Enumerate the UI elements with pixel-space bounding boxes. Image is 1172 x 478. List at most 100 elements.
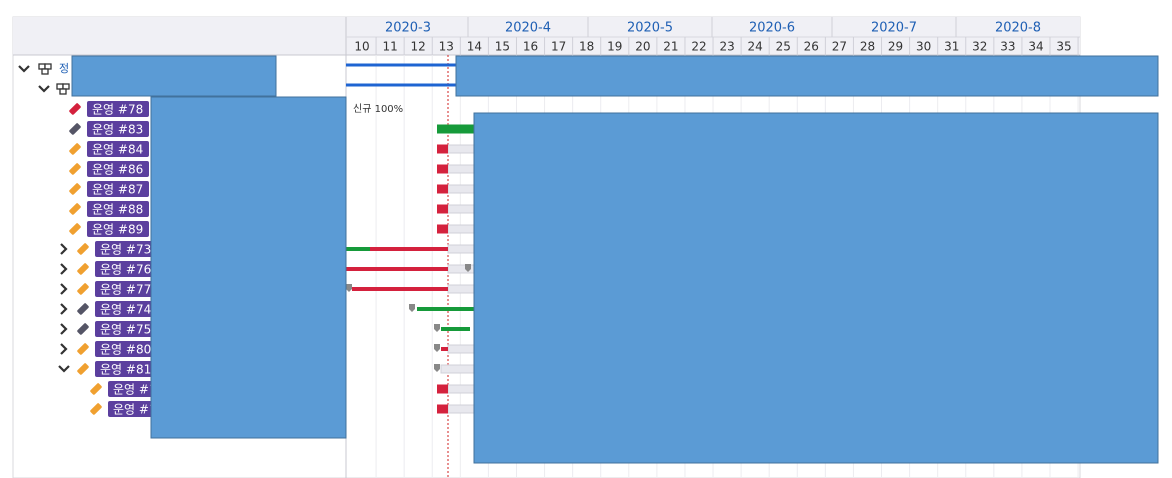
issue-label: 운영 #89 (92, 223, 143, 237)
issue-tag (87, 101, 149, 117)
issue-label: 운영 #87 (92, 183, 143, 197)
remaining-bar (447, 164, 476, 174)
root-label: 정 (59, 62, 69, 75)
expand-toggle[interactable] (60, 243, 68, 255)
week-label: 12 (411, 40, 426, 54)
ticket-icon (77, 323, 89, 335)
issue-tag (87, 181, 149, 197)
issue-tag (95, 241, 157, 257)
issue-tag (87, 221, 149, 237)
week-label: 24 (748, 40, 763, 54)
package-icon (59, 88, 67, 95)
week-label: 20 (635, 40, 650, 54)
week-label: 31 (944, 40, 959, 54)
ticket-icon (69, 203, 81, 215)
task-bar (437, 204, 448, 214)
week-label: 14 (467, 40, 482, 54)
week-label: 22 (691, 40, 706, 54)
week-label: 27 (832, 40, 847, 54)
issue-label: 운영 #84 (92, 143, 143, 157)
month-label: 2020-6 (749, 21, 795, 36)
ticket-icon (69, 123, 81, 135)
remaining-bar (447, 284, 476, 294)
issue-tag (95, 361, 157, 377)
issue-tag (87, 201, 149, 217)
milestone (434, 344, 440, 352)
collapse-toggle[interactable] (38, 85, 50, 93)
expand-toggle[interactable] (60, 303, 68, 315)
month-label: 2020-5 (627, 21, 673, 36)
issue-label: 운영 #75 (100, 323, 151, 337)
milestone (465, 264, 471, 272)
issue-tag (87, 141, 149, 157)
remaining-bar (447, 204, 476, 214)
tree-header (13, 17, 346, 55)
ticket-icon (90, 383, 102, 395)
task-bar (346, 247, 370, 251)
ticket-icon (69, 143, 81, 155)
ticket-icon (77, 303, 89, 315)
remaining-bar (447, 404, 476, 414)
remaining-bar (447, 184, 476, 194)
ticket-icon (90, 403, 102, 415)
issue-label: 운영 #1 (113, 383, 157, 397)
week-label: 35 (1056, 40, 1071, 54)
expand-toggle[interactable] (60, 343, 68, 355)
issue-tag (95, 281, 157, 297)
issue-label: 운영 #81 (100, 363, 151, 377)
task-bar (417, 307, 475, 311)
issue-tag (95, 341, 157, 357)
task-bar (441, 347, 448, 351)
issue-label: 운영 #74 (100, 303, 151, 317)
issue-tag (87, 161, 149, 177)
redaction (71, 55, 277, 97)
task-bar (437, 404, 448, 414)
week-label: 34 (1028, 40, 1043, 54)
remaining-bar (440, 364, 476, 374)
ticket-icon (77, 263, 89, 275)
expand-toggle[interactable] (60, 323, 68, 335)
expand-toggle[interactable] (60, 263, 68, 275)
package-icon (56, 83, 64, 90)
issue-label: 운영 #78 (92, 103, 143, 117)
month-label: 2020-7 (871, 21, 917, 36)
week-label: 29 (888, 40, 903, 54)
ticket-icon (77, 363, 89, 375)
milestone (409, 304, 415, 312)
week-label: 32 (972, 40, 987, 54)
week-label: 30 (916, 40, 931, 54)
ticket-icon (77, 283, 89, 295)
issue-label: 운영 #77 (100, 283, 151, 297)
milestone (346, 284, 352, 292)
issue-label: 운영 #83 (92, 123, 143, 137)
progress-annotation: 신규 100% (353, 103, 403, 115)
ticket-icon (69, 163, 81, 175)
collapse-toggle[interactable] (18, 65, 30, 73)
issue-label: 운영 #86 (92, 163, 143, 177)
issue-tag (95, 321, 157, 337)
month-label: 2020-8 (995, 21, 1041, 36)
ticket-icon (77, 243, 89, 255)
expand-toggle[interactable] (60, 283, 68, 295)
task-bar (352, 287, 448, 291)
task-bar (437, 124, 475, 134)
package-icon (41, 68, 49, 75)
task-bar (441, 327, 470, 331)
week-label: 28 (860, 40, 875, 54)
task-bar (437, 224, 448, 234)
redaction (473, 112, 1159, 464)
week-label: 21 (663, 40, 678, 54)
remaining-bar (447, 384, 476, 394)
ticket-icon (77, 343, 89, 355)
ticket-icon (69, 183, 81, 195)
package-icon (38, 63, 46, 70)
issue-label: 운영 #73 (100, 243, 151, 257)
issue-tag (87, 121, 149, 137)
issue-label: 운영 #1 (113, 403, 157, 417)
redaction (150, 96, 347, 439)
collapse-toggle[interactable] (58, 365, 70, 373)
issue-label: 운영 #76 (100, 263, 151, 277)
task-bar (437, 164, 448, 174)
issue-tag (95, 301, 157, 317)
